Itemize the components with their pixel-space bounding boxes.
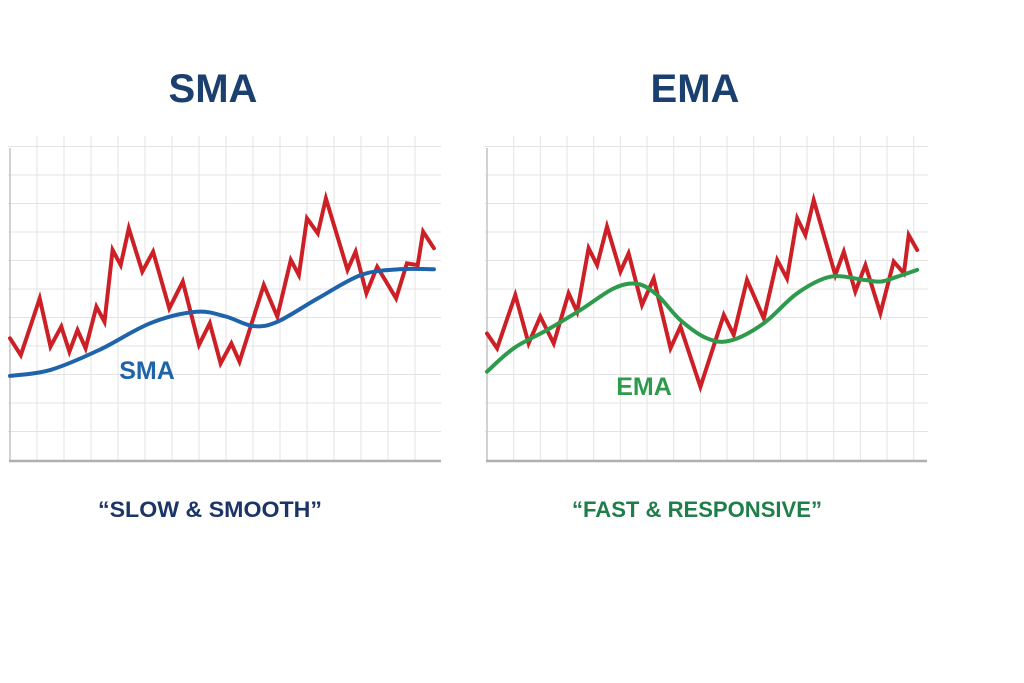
sma-caption: “SLOW & SMOOTH” [98,497,322,522]
ema-price-line [485,192,920,394]
sma-title: SMA [169,67,258,111]
ema-average-line [485,267,920,374]
ema-caption: “FAST & RESPONSIVE” [572,497,822,522]
sma-average-line [8,266,436,378]
ema-panel: EMA EMA “FAST & RESPONSIVE” [485,67,928,522]
sma-price-line [8,190,436,369]
sma-panel: SMA SMA “SLOW & SMOOTH” [8,67,441,522]
ema-series-label: EMA [616,373,672,401]
ema-grid [485,136,928,460]
sma-lines [8,190,436,378]
sma-series-label: SMA [119,357,175,385]
sma-grid [8,136,441,460]
ema-title: EMA [651,67,740,111]
ema-lines [485,192,920,394]
